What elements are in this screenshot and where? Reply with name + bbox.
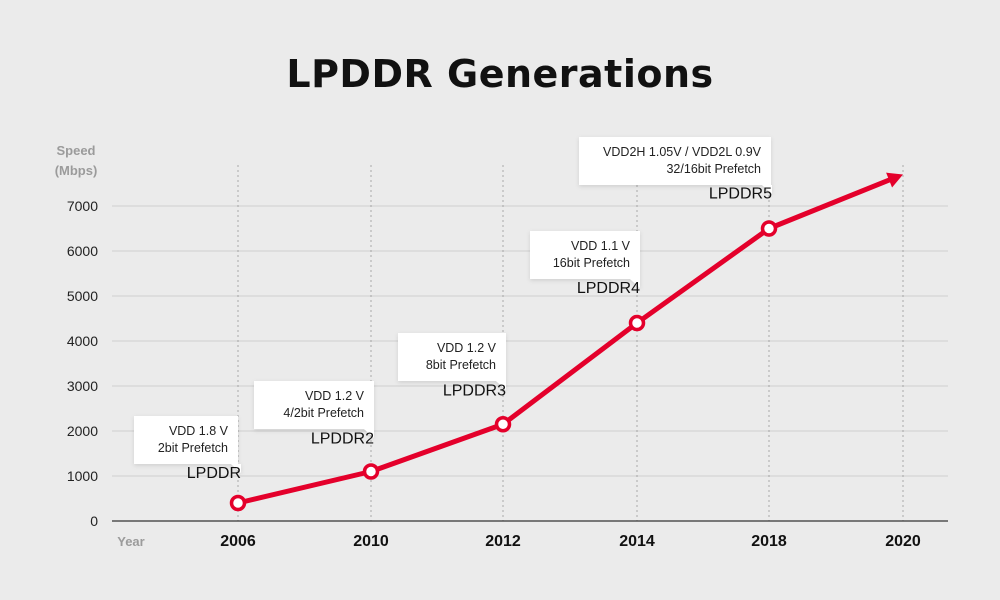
callout-line: VDD 1.2 V: [437, 341, 497, 355]
arrow-head: [886, 172, 903, 188]
y-tick-label: 4000: [67, 333, 98, 349]
callout-line: 8bit Prefetch: [426, 358, 496, 372]
data-point: [760, 220, 778, 237]
x-tick-label: 2006: [220, 533, 256, 550]
callout-line: VDD 1.1 V: [571, 239, 631, 253]
generation-label: LPDDR: [187, 465, 241, 482]
data-points: [229, 220, 778, 512]
callout-box: [254, 381, 374, 438]
callout-box: [398, 333, 506, 390]
x-tick-label: 2012: [485, 533, 521, 550]
series-line-path: [235, 177, 892, 506]
data-point: [229, 494, 247, 512]
callout-line: VDD 1.8 V: [169, 424, 229, 438]
callout-shape: [134, 416, 241, 473]
y-tick-label: 6000: [67, 243, 98, 259]
generation-label: LPDDR5: [709, 186, 772, 203]
y-tick-label: 7000: [67, 198, 98, 214]
y-axis-unit: (Mbps): [55, 163, 98, 178]
callout-shape: [254, 381, 374, 438]
callout-box: [530, 231, 640, 288]
y-tick-label: 3000: [67, 378, 98, 394]
callout-shape: [579, 137, 772, 194]
chart-title: LPDDR Generations: [286, 52, 714, 96]
y-tick-label: 0: [90, 513, 98, 529]
callout-shape: [398, 333, 506, 390]
callout-line: 2bit Prefetch: [158, 441, 228, 455]
callout-line: 16bit Prefetch: [553, 256, 630, 270]
x-tick-label: 2010: [353, 533, 389, 550]
x-tick-label: 2018: [751, 533, 787, 550]
callout-shape: [530, 231, 640, 288]
generation-label: LPDDR3: [443, 382, 506, 399]
x-tick-label: 2014: [619, 533, 655, 550]
y-tick-label: 1000: [67, 468, 98, 484]
callout-line: 32/16bit Prefetch: [666, 162, 761, 176]
data-point: [494, 416, 512, 433]
callout-line: 4/2bit Prefetch: [283, 406, 364, 420]
callout-line: VDD2H 1.05V / VDD2L 0.9V: [603, 145, 762, 159]
callout-box: [134, 416, 241, 473]
generation-label: LPDDR4: [577, 280, 640, 297]
y-tick-label: 2000: [67, 423, 98, 439]
x-tick-label: 2020: [885, 533, 921, 550]
callouts: VDD 1.8 V 2bit Prefetch VDD 1.2 V 4/2bit Pr…: [134, 137, 772, 473]
data-point: [362, 463, 380, 480]
callout-line: VDD 1.2 V: [305, 389, 365, 403]
axes: 0 1000 2000 3000 4000 5000 6000 7000 2006 2010 201…: [55, 143, 948, 550]
y-tick-label: 5000: [67, 288, 98, 304]
y-axis-label: Speed: [56, 143, 95, 158]
data-point: [628, 314, 646, 332]
generation-labels: LPDDR LPDDR2 LPDDR3 LPDDR4 LPDDR5: [187, 186, 772, 483]
callout-box: [579, 137, 772, 194]
series-line: [235, 172, 903, 506]
generation-label: LPDDR2: [311, 431, 374, 448]
x-axis-label: Year: [117, 534, 144, 549]
